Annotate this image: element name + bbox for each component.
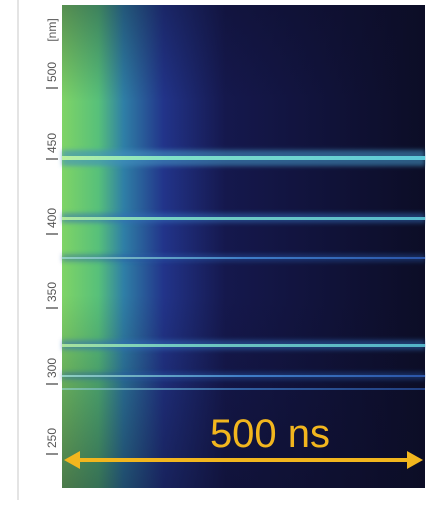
wavelength-axis: [nm] 500 450 400 350 300 250 bbox=[45, 18, 59, 455]
tick-label: 400 bbox=[45, 208, 59, 228]
arrow-head-right bbox=[407, 451, 423, 469]
streak-image bbox=[62, 5, 425, 488]
time-scale: 500 ns bbox=[64, 412, 423, 469]
tick-label: 500 bbox=[45, 62, 59, 82]
emission-line bbox=[62, 388, 425, 390]
emission-line bbox=[62, 375, 425, 377]
tick-label: 450 bbox=[45, 133, 59, 153]
scale-label: 500 ns bbox=[210, 412, 330, 456]
tick-label: 250 bbox=[45, 428, 59, 448]
emission-line bbox=[62, 257, 425, 259]
arrow-head-left bbox=[64, 451, 80, 469]
emission-line bbox=[62, 156, 425, 160]
tick-label: 350 bbox=[45, 282, 59, 302]
image-shade bbox=[62, 5, 425, 488]
axis-unit: [nm] bbox=[45, 18, 59, 41]
emission-line bbox=[62, 217, 425, 220]
tick-label: 300 bbox=[45, 358, 59, 378]
emission-line bbox=[62, 344, 425, 347]
